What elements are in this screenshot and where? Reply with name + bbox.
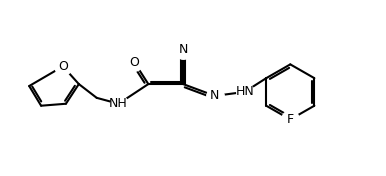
Text: NH: NH [109,97,128,110]
Text: O: O [58,60,68,73]
Text: O: O [129,56,139,69]
Text: F: F [287,113,294,126]
Text: N: N [210,89,220,102]
Text: N: N [178,43,188,56]
Text: HN: HN [235,85,254,98]
